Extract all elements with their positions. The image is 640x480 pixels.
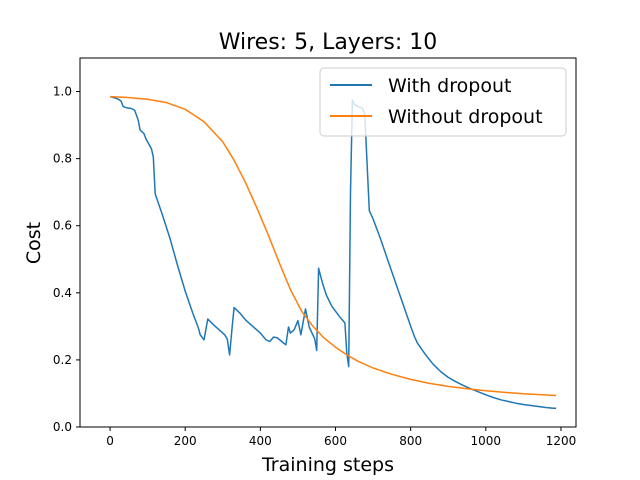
- x-tick-label: 600: [324, 434, 347, 448]
- legend-label-with-dropout: With dropout: [388, 75, 511, 97]
- legend-label-without-dropout: Without dropout: [388, 106, 543, 128]
- y-axis-ticks: 0.0 0.2 0.4 0.6 0.8 1.0: [53, 85, 80, 434]
- series-layer: [109, 95, 557, 409]
- y-tick-label: 0.6: [53, 219, 72, 233]
- y-tick-label: 1.0: [53, 85, 72, 99]
- y-axis-label: Cost: [23, 222, 45, 264]
- x-axis-label: Training steps: [261, 454, 394, 476]
- y-tick-label: 0.2: [53, 353, 72, 367]
- chart-title: Wires: 5, Layers: 10: [219, 30, 438, 55]
- legend-box: [319, 67, 567, 137]
- x-tick-label: 1200: [546, 434, 577, 448]
- series-line-with-dropout: [109, 95, 557, 409]
- y-tick-label: 0.8: [53, 152, 72, 166]
- plot-frame: [79, 57, 577, 428]
- x-tick-label: 800: [399, 434, 422, 448]
- y-tick-label: 0.4: [53, 286, 72, 300]
- legend: With dropout Without dropout: [319, 67, 567, 137]
- x-tick-label: 0: [106, 434, 114, 448]
- y-tick-label: 0.0: [53, 420, 72, 434]
- x-tick-label: 200: [174, 434, 197, 448]
- x-tick-label: 400: [249, 434, 272, 448]
- series-line-without-dropout: [110, 95, 557, 397]
- x-tick-label: 1000: [471, 434, 502, 448]
- x-axis-ticks: 0 200 400 600 800 1000 1200: [106, 427, 576, 448]
